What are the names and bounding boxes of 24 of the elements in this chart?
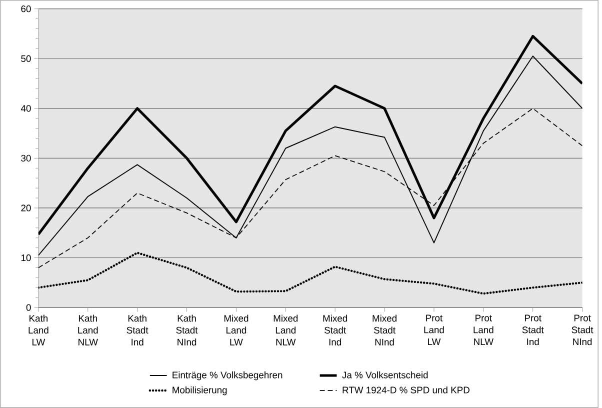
y-tick-label: 50 bbox=[21, 55, 31, 62]
x-tick-label: Mixed Land NLW bbox=[274, 314, 298, 346]
x-tick-label: Kath Stadt Ind bbox=[126, 314, 148, 346]
x-tick-label: Mixed Stadt Ind bbox=[323, 314, 348, 346]
y-tick-label: 40 bbox=[20, 105, 31, 112]
x-tick-label: Prot Land NLW bbox=[474, 314, 494, 346]
y-tick-label: 10 bbox=[21, 254, 31, 262]
x-tick-label: Kath Land LW bbox=[28, 314, 48, 346]
x-tick-label: Prot Land LW bbox=[424, 314, 444, 346]
x-tick-label: Prot Stadt NInd bbox=[572, 314, 594, 346]
legend-label: Einträge % Volksbegehren bbox=[172, 371, 282, 380]
y-tick-label: 0 bbox=[26, 304, 31, 311]
y-tick-label: 30 bbox=[21, 154, 31, 162]
x-tick-label: Mixed Stadt NInd bbox=[372, 314, 396, 346]
x-tick-label: Kath Land NLW bbox=[78, 314, 98, 346]
y-tick-label: 60 bbox=[21, 6, 31, 12]
legend-label: Ja % Volksentscheid bbox=[342, 371, 428, 378]
legend-label: Mobilisierung bbox=[172, 386, 227, 396]
legend-label: RTW 1924-D % SPD und KPD bbox=[342, 386, 470, 394]
x-tick-label: Kath Stadt NInd bbox=[176, 314, 198, 346]
x-tick-label: Mixed Land LW bbox=[224, 314, 248, 346]
line-series bbox=[38, 252, 582, 295]
x-tick-label: Prot Stadt Ind bbox=[522, 314, 544, 346]
y-tick-label: 20 bbox=[21, 204, 31, 212]
